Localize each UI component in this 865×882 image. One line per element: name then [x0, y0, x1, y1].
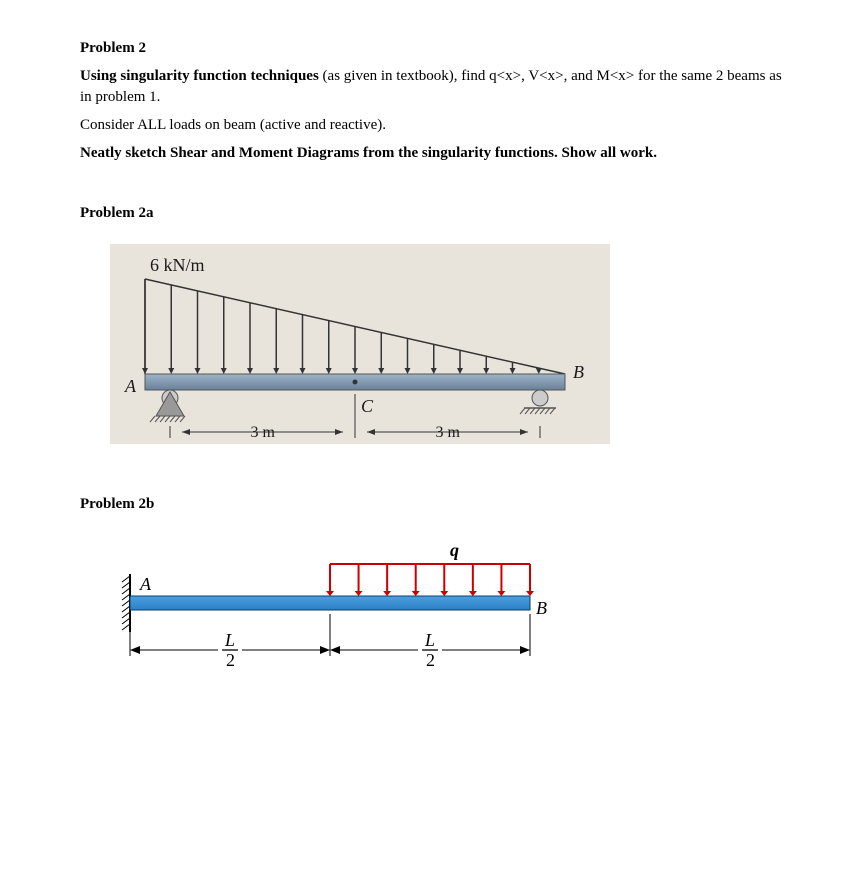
load-label-q: q — [450, 540, 459, 560]
label-b: B — [536, 598, 547, 618]
problem-intro: Using singularity function techniques (a… — [80, 66, 785, 107]
problem-line2: Consider ALL loads on beam (active and r… — [80, 115, 785, 135]
point-c-marker — [353, 379, 358, 384]
support-b-roller — [532, 390, 548, 406]
svg-text:L: L — [424, 630, 435, 650]
part-b-title: Problem 2b — [80, 494, 785, 514]
figure-2a: 6 kN/m A B C 3 m 3 m — [110, 244, 785, 444]
label-c: C — [361, 396, 374, 416]
dim-right: 3 m — [436, 424, 461, 441]
svg-text:L: L — [224, 630, 235, 650]
label-a: A — [139, 574, 152, 594]
label-b: B — [573, 362, 584, 382]
problem-title: Problem 2 — [80, 38, 785, 58]
label-a: A — [124, 376, 137, 396]
intro-bold: Using singularity function techniques — [80, 68, 323, 84]
beam — [130, 596, 530, 610]
svg-text:2: 2 — [426, 650, 435, 670]
load-label: 6 kN/m — [150, 255, 205, 275]
figure-2b: qABL2L2 — [110, 534, 785, 694]
dim-left: 3 m — [251, 424, 276, 441]
problem-line3: Neatly sketch Shear and Moment Diagrams … — [80, 143, 785, 163]
part-a-title: Problem 2a — [80, 203, 785, 223]
svg-text:2: 2 — [226, 650, 235, 670]
